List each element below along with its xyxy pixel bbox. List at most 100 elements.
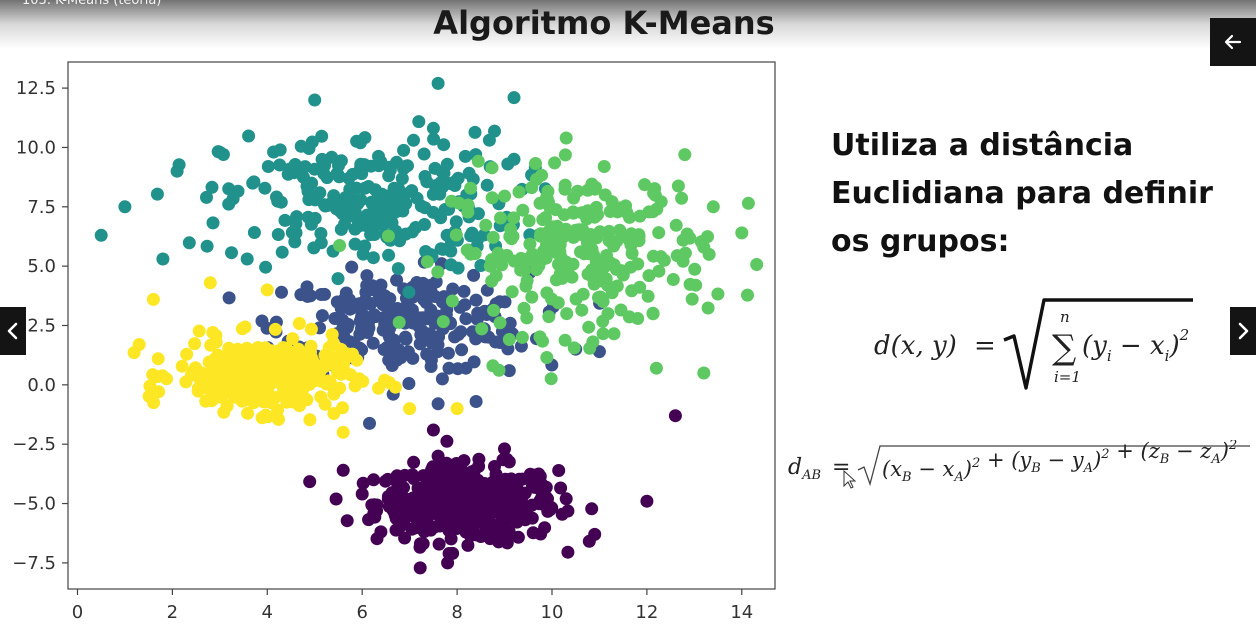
scatter-point bbox=[370, 532, 384, 546]
scatter-point bbox=[561, 545, 575, 559]
scatter-point bbox=[329, 492, 343, 506]
scatter-point bbox=[701, 230, 714, 244]
scatter-point bbox=[308, 211, 322, 225]
scatter-point bbox=[336, 463, 350, 477]
formula-equals: = bbox=[974, 331, 996, 361]
scatter-point bbox=[360, 269, 374, 283]
scatter-point bbox=[409, 313, 422, 327]
scatter-point bbox=[413, 561, 427, 575]
scatter-point bbox=[350, 181, 363, 195]
scatter-point bbox=[147, 396, 161, 410]
scatter-point bbox=[203, 276, 217, 290]
scatter-point bbox=[500, 248, 514, 262]
scatter-point bbox=[426, 503, 440, 517]
back-button[interactable] bbox=[1210, 18, 1256, 66]
scatter-point bbox=[552, 464, 566, 477]
scatter-point bbox=[205, 180, 219, 194]
x-tick-label: 12 bbox=[635, 602, 658, 623]
y-tick-label: −5.0 bbox=[12, 494, 56, 515]
scatter-point bbox=[431, 265, 445, 279]
scatter-point bbox=[502, 455, 516, 469]
scatter-point bbox=[315, 129, 329, 143]
scatter-point bbox=[565, 270, 579, 284]
scatter-point bbox=[517, 252, 531, 266]
y-tick-label: 0.0 bbox=[27, 375, 56, 396]
scatter-point bbox=[381, 229, 395, 243]
scatter-point bbox=[222, 291, 236, 305]
scatter-point bbox=[240, 252, 254, 266]
scatter-point bbox=[535, 168, 549, 182]
scatter-point bbox=[472, 459, 486, 473]
slide-description: Utiliza a distância Euclidiana para defi… bbox=[831, 122, 1231, 266]
scatter-point bbox=[576, 223, 590, 237]
scatter-point bbox=[418, 201, 432, 215]
scatter-point bbox=[436, 315, 450, 329]
scatter-point bbox=[213, 367, 227, 381]
scatter-point bbox=[575, 303, 589, 317]
scatter-point bbox=[588, 210, 602, 224]
scatter-point bbox=[278, 213, 292, 227]
scatter-point bbox=[261, 160, 275, 173]
scatter-point bbox=[620, 206, 634, 220]
scatter-point bbox=[417, 525, 431, 539]
scatter-point bbox=[669, 218, 683, 232]
scatter-point bbox=[407, 133, 420, 147]
scatter-point bbox=[333, 200, 347, 214]
scatter-point bbox=[449, 215, 463, 229]
scatter-point bbox=[548, 156, 562, 170]
sqrt-sign bbox=[1003, 298, 1193, 390]
previous-slide-button[interactable] bbox=[0, 307, 26, 355]
scatter-point bbox=[288, 158, 302, 171]
scatter-point bbox=[458, 149, 472, 163]
scatter-point bbox=[431, 449, 445, 463]
scatter-point bbox=[399, 197, 413, 211]
scatter-point bbox=[741, 288, 754, 302]
scatter-point bbox=[388, 508, 402, 522]
scatter-point bbox=[314, 359, 328, 373]
scatter-point bbox=[257, 395, 271, 409]
scatter-point bbox=[503, 316, 517, 330]
scatter-point bbox=[652, 226, 666, 240]
scatter-point bbox=[666, 273, 680, 286]
scatter-point bbox=[461, 538, 475, 552]
scatter-point bbox=[220, 399, 234, 413]
scatter-point bbox=[327, 189, 341, 203]
scatter-point bbox=[463, 511, 477, 525]
scatter-point bbox=[470, 528, 484, 542]
scatter-point bbox=[118, 200, 132, 214]
scatter-point bbox=[414, 503, 428, 517]
scatter-point bbox=[585, 263, 599, 277]
sum-lower: i=1 bbox=[1054, 368, 1081, 386]
scatter-point bbox=[240, 386, 254, 400]
scatter-point bbox=[480, 488, 494, 502]
scatter-point bbox=[631, 312, 645, 325]
y-tick-label: −2.5 bbox=[12, 434, 56, 455]
scatter-point bbox=[424, 485, 438, 499]
scatter-point bbox=[204, 338, 218, 352]
scatter-point bbox=[554, 481, 568, 495]
scatter-point bbox=[367, 473, 381, 487]
scatter-point bbox=[541, 492, 554, 506]
scatter-point bbox=[365, 498, 379, 512]
scatter-point bbox=[175, 359, 189, 373]
scatter-point bbox=[445, 194, 458, 208]
scatter-point bbox=[607, 239, 621, 253]
scatter-point bbox=[558, 182, 572, 196]
scatter-point bbox=[440, 434, 454, 448]
slide-title: Algoritmo K-Means bbox=[433, 4, 775, 42]
x-tick-label: 6 bbox=[356, 602, 367, 623]
scatter-point bbox=[542, 224, 556, 238]
scatter-point bbox=[585, 502, 599, 516]
scatter-point bbox=[206, 216, 220, 230]
scatter-point bbox=[202, 355, 216, 369]
next-slide-button[interactable] bbox=[1230, 307, 1256, 355]
scatter-point bbox=[378, 373, 392, 387]
scatter-point bbox=[505, 232, 519, 246]
scatter-point bbox=[410, 276, 424, 289]
scatter-point bbox=[289, 217, 303, 231]
scatter-point bbox=[275, 285, 288, 299]
scatter-point bbox=[340, 514, 354, 528]
scatter-point bbox=[127, 346, 141, 360]
scatter-point bbox=[156, 252, 170, 266]
scatter-point bbox=[146, 368, 160, 382]
